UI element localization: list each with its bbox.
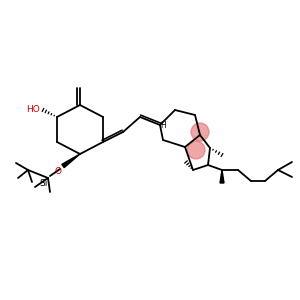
Polygon shape — [220, 170, 224, 183]
Text: Si: Si — [40, 178, 48, 188]
Circle shape — [187, 141, 205, 159]
Text: O: O — [55, 167, 62, 176]
Text: H: H — [160, 121, 166, 130]
Polygon shape — [62, 154, 80, 168]
Text: HO: HO — [26, 106, 40, 115]
Circle shape — [191, 123, 209, 141]
